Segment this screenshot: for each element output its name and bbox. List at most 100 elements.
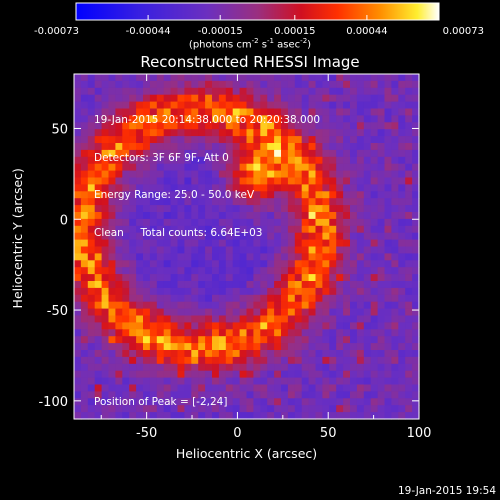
heatmap-cell [149,267,158,275]
heatmap-cell [412,308,420,317]
heatmap-cell [301,101,310,110]
heatmap-cell [74,129,82,137]
heatmap-cell [101,122,110,130]
heatmap-cell [205,412,213,420]
heatmap-cell [143,377,151,386]
heatmap-cell [218,308,227,317]
heatmap-cell [136,212,144,220]
heatmap-cell [370,253,379,261]
heatmap-cell [384,129,392,137]
heatmap-cell [218,80,227,89]
heatmap-cell [281,156,289,165]
heatmap-cell [149,350,158,358]
heatmap-cell [253,363,261,372]
heatmap-cell [301,218,310,227]
heatmap-cell [232,143,241,151]
heatmap-cell [308,391,317,399]
heatmap-cell [239,115,248,123]
heatmap-cell [136,232,144,241]
info-energy-range: Energy Range: 25.0 - 50.0 keV [94,189,255,201]
heatmap-cell [370,156,379,165]
heatmap-cell [232,405,241,413]
heatmap-cell [225,163,234,172]
heatmap-cell [101,94,110,103]
heatmap-cell [370,315,379,323]
heatmap-cell [267,149,275,158]
heatmap-cell [294,253,303,261]
heatmap-cell [315,136,323,144]
heatmap-cell [115,281,123,289]
heatmap-cell [281,315,289,323]
heatmap-cell [74,205,82,213]
heatmap-cell [149,377,158,386]
heatmap-cell [336,260,344,268]
heatmap-cell [191,163,199,172]
heatmap-cell [122,336,130,344]
heatmap-cell [205,267,213,275]
heatmap-cell [315,239,323,248]
heatmap-cell [287,218,296,227]
heatmap-cell [101,115,110,123]
heatmap-cell [232,74,241,82]
heatmap-cell [94,218,103,227]
heatmap-cell [350,212,358,220]
heatmap-cell [350,356,358,365]
heatmap-cell [329,329,337,337]
heatmap-cell [391,370,399,379]
heatmap-cell [80,184,89,192]
heatmap-cell [315,308,323,317]
heatmap-cell [391,267,399,275]
heatmap-cell [294,329,303,337]
heatmap-cell [232,108,241,116]
heatmap-cell [322,301,330,310]
heatmap-cell [246,163,254,172]
heatmap-cell [205,225,213,234]
heatmap-cell [177,343,185,351]
heatmap-cell [398,384,406,392]
heatmap-cell [225,198,234,206]
heatmap-cell [74,370,82,379]
heatmap-cell [260,198,268,206]
heatmap-cell [260,94,268,103]
heatmap-cell [301,287,310,296]
heatmap-cell [315,322,323,330]
heatmap-cell [122,356,130,365]
heatmap-cell [356,163,365,172]
heatmap-cell [94,170,103,179]
heatmap-cell [94,212,103,220]
heatmap-cell [218,294,227,303]
heatmap-cell [350,239,358,248]
heatmap-cell [329,246,337,254]
heatmap-cell [398,184,406,192]
heatmap-cell [115,260,123,268]
heatmap-cell [267,377,275,386]
heatmap-cell [212,322,220,330]
heatmap-cell [212,205,220,213]
heatmap-cell [101,363,110,372]
heatmap-cell [384,308,392,317]
heatmap-cell [370,343,379,351]
heatmap-cell [377,322,386,330]
heatmap-cell [115,315,123,323]
heatmap-cell [294,115,303,123]
heatmap-cell [149,246,158,254]
heatmap-cell [198,149,206,158]
heatmap-cell [205,143,213,151]
heatmap-cell [260,177,268,185]
heatmap-cell [239,191,248,199]
heatmap-cell [129,87,137,96]
heatmap-cell [205,191,213,199]
heatmap-cell [108,315,116,323]
heatmap-cell [129,370,137,379]
heatmap-cell [122,363,130,372]
heatmap-cell [198,322,206,330]
heatmap-cell [87,384,96,392]
heatmap-cell [267,287,275,296]
heatmap-cell [184,205,192,213]
heatmap-cell [191,212,199,220]
heatmap-cell [356,308,365,317]
heatmap-cell [398,115,406,123]
heatmap-cell [177,218,185,227]
heatmap-cell [315,94,323,103]
heatmap-cell [143,384,151,392]
